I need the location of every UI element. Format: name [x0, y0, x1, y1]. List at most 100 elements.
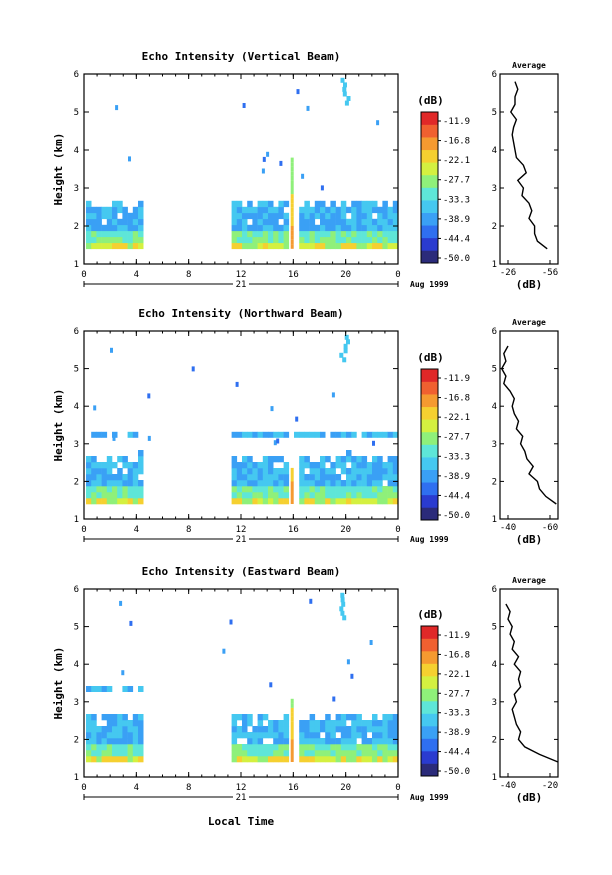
heatmap-cell [314, 212, 321, 220]
heatmap-cell [283, 486, 290, 493]
heatmap-cell [344, 334, 349, 340]
heatmap-cell [314, 242, 321, 250]
heatmap-cell [361, 456, 368, 463]
heatmap-cell [290, 189, 294, 195]
heatmap-cell [290, 171, 294, 176]
colorbar-swatch [421, 738, 438, 752]
heatmap-cell [335, 212, 342, 220]
heatmap-cell [122, 744, 128, 751]
heatmap-cell [290, 748, 294, 753]
heatmap-cell [325, 750, 331, 757]
heatmap-cell [325, 212, 331, 220]
heatmap-cell [346, 224, 352, 232]
heatmap-cell [361, 480, 368, 487]
heatmap-cell [290, 198, 294, 204]
heatmap-cell [273, 480, 279, 487]
heatmap-cell [283, 236, 290, 244]
heatmap-cell [361, 230, 368, 238]
heatmap-cell [252, 750, 258, 757]
heatmap-cell [351, 498, 357, 505]
heatmap-cell [132, 206, 139, 214]
heatmap-cell [304, 492, 310, 499]
heatmap-cell [377, 498, 383, 505]
heatmap-cell [106, 486, 113, 493]
heatmap-cell [372, 750, 378, 757]
heatmap-cell [372, 440, 375, 446]
heatmap-cell [127, 750, 134, 757]
heatmap-cell [247, 474, 253, 481]
heatmap-cell [268, 462, 274, 469]
heatmap-cell [382, 738, 388, 745]
heatmap-cell [93, 405, 97, 411]
heatmap-cell [257, 474, 264, 481]
heatmap-cell [320, 224, 326, 232]
heatmap-cell [361, 242, 368, 250]
heatmap-cell [283, 474, 290, 481]
heatmap-cell [247, 224, 253, 232]
heatmap-cell [304, 218, 310, 226]
heatmap-cell [257, 468, 264, 475]
heatmap-cell [392, 206, 399, 214]
heatmap-cell [325, 714, 331, 721]
heatmap-cell [290, 716, 294, 722]
heatmap-cell [101, 750, 108, 757]
heatmap-cell [377, 756, 383, 763]
heatmap-cell [122, 462, 128, 469]
heatmap-cell [351, 468, 357, 475]
heatmap-cell [387, 236, 394, 244]
heatmap-cell [387, 218, 394, 226]
heatmap-cell [96, 431, 102, 438]
heatmap-cell [262, 156, 266, 162]
heatmap-cell [247, 242, 253, 250]
heatmap-cell [340, 744, 347, 751]
heatmap-cell [325, 738, 331, 745]
heatmap-cell [351, 756, 357, 763]
heatmap-cell [325, 720, 331, 727]
colorbar-swatch [421, 174, 438, 188]
profile-x-axis-label: (dB) [516, 791, 543, 804]
heatmap-cell [122, 230, 128, 238]
heatmap-cell [86, 686, 92, 692]
heatmap-cell [340, 224, 347, 232]
heatmap-cell [91, 732, 97, 739]
heatmap-cell [343, 82, 347, 88]
heatmap-cell [346, 474, 352, 481]
heatmap-cell [372, 726, 378, 733]
heatmap-cell [106, 206, 113, 214]
heatmap-cell [299, 218, 305, 226]
heatmap-cell [132, 474, 139, 481]
colorbar-unit: (dB) [417, 94, 444, 107]
heatmap-cell [268, 218, 274, 226]
x-tick-label: 8 [186, 270, 191, 280]
heatmap-cell [112, 212, 118, 220]
heatmap-cell [127, 498, 134, 505]
heatmap-cell [351, 230, 357, 238]
heatmap-cell [91, 686, 97, 692]
heatmap-cell [283, 242, 290, 250]
heatmap-cell [96, 498, 102, 505]
heatmap-cell [361, 492, 368, 499]
heatmap-cell [257, 492, 264, 499]
profile-y-label: 1 [492, 260, 497, 270]
heatmap-cell [361, 738, 368, 745]
heatmap-cell [273, 236, 279, 244]
heatmap-cell [96, 468, 102, 475]
heatmap-cell [330, 744, 336, 751]
colorbar-unit: (dB) [417, 608, 444, 621]
heatmap-cell [304, 720, 310, 727]
heatmap-cell [314, 498, 321, 505]
heatmap-cell [231, 498, 238, 505]
heatmap-cell [231, 750, 238, 757]
heatmap-cell [335, 462, 342, 469]
heatmap-cell [356, 456, 362, 463]
colorbar-frame [420, 111, 439, 264]
heatmap-cell [273, 431, 279, 438]
heatmap-cell [346, 744, 352, 751]
heatmap-cell [273, 744, 279, 751]
heatmap-cell [252, 431, 258, 438]
heatmap-cell [290, 712, 294, 717]
heatmap-cell [122, 486, 128, 493]
heatmap-cell [138, 206, 144, 214]
heatmap-cell [122, 480, 128, 487]
heatmap-cell [392, 750, 399, 757]
